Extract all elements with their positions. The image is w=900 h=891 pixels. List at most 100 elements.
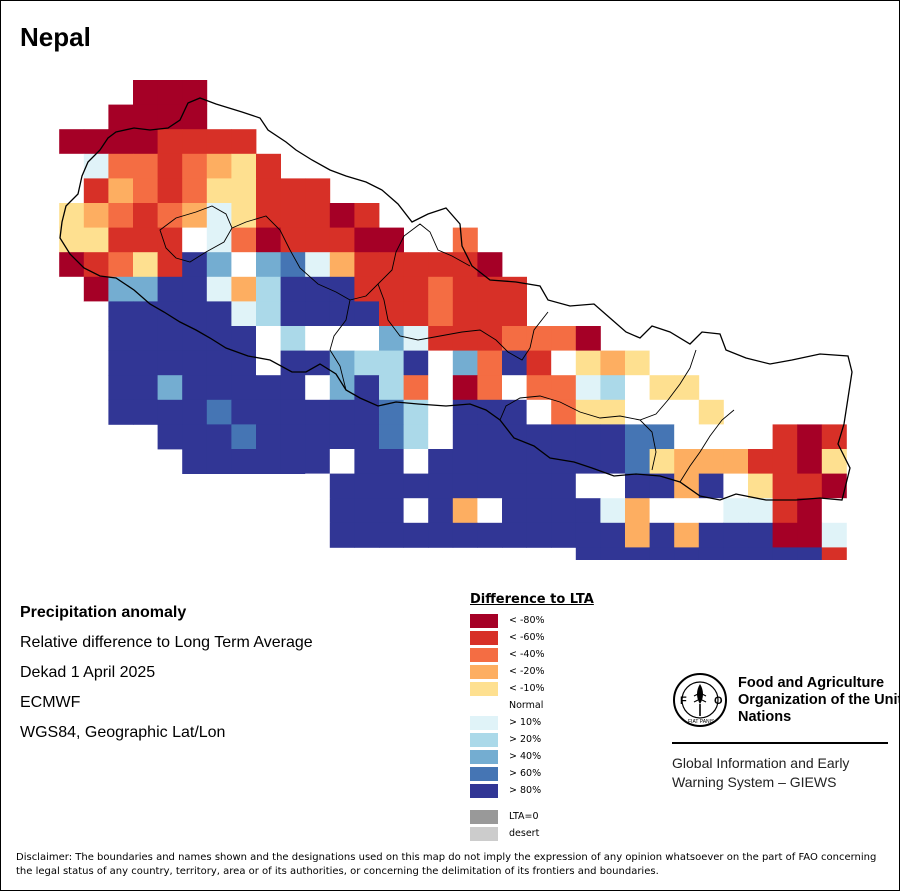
- grid-cell: [305, 326, 331, 351]
- svg-text:FIAT PANIS: FIAT PANIS: [688, 719, 715, 725]
- grid-cell: [133, 276, 158, 302]
- grid-cell: [354, 252, 380, 278]
- legend-items: < -80% < -60% < -40% < -20% < -10% Normal > 10…: [470, 612, 594, 799]
- grid-cell: [428, 375, 454, 401]
- grid-cell: [674, 498, 700, 524]
- grid-cell: [379, 227, 404, 253]
- legend-label: < -10%: [509, 683, 545, 694]
- grid-cell: [157, 153, 183, 179]
- grid-cell: [477, 498, 503, 524]
- grid-cell: [600, 473, 626, 499]
- grid-cell: [59, 227, 85, 253]
- grid-cell: [403, 473, 429, 499]
- grid-cell: [674, 424, 700, 450]
- grid-cell: [133, 350, 158, 376]
- grid-cell: [108, 153, 134, 179]
- grid-cell: [59, 203, 85, 228]
- grid-cell: [305, 252, 331, 278]
- grid-cell: [600, 375, 626, 401]
- grid-cell: [649, 473, 675, 499]
- legend-swatch: [470, 749, 498, 764]
- legend-row: > 60%: [470, 765, 594, 782]
- grid-cell: [797, 473, 823, 499]
- legend-label: > 60%: [509, 768, 542, 779]
- grid-cell: [723, 498, 749, 524]
- grid-cell: [379, 399, 404, 425]
- grid-cell: [206, 449, 232, 474]
- grid-cell: [305, 522, 331, 548]
- grid-cell: [723, 547, 749, 560]
- grid-cell: [182, 399, 208, 425]
- grid-cell: [625, 473, 650, 499]
- grid-cell: [157, 80, 183, 105]
- legend-swatch: [470, 613, 498, 628]
- grid-cell: [354, 399, 380, 425]
- grid-cell: [329, 276, 355, 302]
- grid-cell: [354, 350, 380, 376]
- grid-cell: [206, 178, 232, 204]
- grid-cell: [59, 276, 85, 302]
- legend-row: < -60%: [470, 629, 594, 646]
- grid-cell: [403, 301, 429, 327]
- fao-logo-icon: F O FIAT PANIS: [673, 673, 727, 727]
- grid-cell: [600, 399, 626, 425]
- grid-cell: [452, 473, 478, 499]
- grid-cell: [821, 498, 847, 524]
- grid-cell: [329, 424, 355, 450]
- grid-cell: [329, 522, 355, 548]
- grid-cell: [379, 326, 404, 351]
- legend-swatch: [470, 681, 498, 696]
- grid-cell: [329, 350, 355, 376]
- grid-cell: [502, 350, 527, 376]
- grid-cell: [83, 203, 109, 228]
- grid-cell: [231, 326, 257, 351]
- grid-cell: [821, 473, 847, 499]
- grid-cell: [354, 424, 380, 450]
- grid-cell: [674, 547, 700, 560]
- grid-cell: [157, 399, 183, 425]
- grid-cell: [575, 350, 601, 376]
- grid-cell: [649, 424, 675, 450]
- grid-cell: [280, 375, 306, 401]
- grid-cell: [452, 375, 478, 401]
- grid-cell: [133, 203, 158, 228]
- grid-cell: [256, 350, 281, 376]
- grid-cell: [59, 129, 85, 155]
- grid-cell: [403, 424, 429, 450]
- grid-cell: [600, 522, 626, 548]
- legend-row: < -80%: [470, 612, 594, 629]
- grid-cell: [477, 522, 503, 548]
- info-line2: Dekad 1 April 2025: [20, 664, 156, 681]
- grid-cell: [305, 399, 331, 425]
- grid-cell: [748, 498, 773, 524]
- grid-cell: [502, 375, 527, 401]
- legend-label: LTA=0: [509, 811, 539, 822]
- grid-cell: [772, 547, 798, 560]
- grid-cell: [379, 522, 404, 548]
- grid-cell: [256, 178, 281, 204]
- grid-cell: [133, 227, 158, 253]
- grid-cell: [206, 399, 232, 425]
- grid-cell: [329, 449, 355, 474]
- grid-cell: [206, 203, 232, 228]
- grid-cell: [305, 227, 331, 253]
- grid-cell: [797, 498, 823, 524]
- grid-cell: [698, 473, 724, 499]
- grid-cell: [526, 399, 552, 425]
- anomaly-grid: [59, 80, 847, 560]
- grid-cell: [600, 547, 626, 560]
- grid-cell: [649, 350, 675, 376]
- grid-cell: [157, 424, 183, 450]
- legend-swatch: [470, 826, 498, 841]
- grid-cell: [600, 350, 626, 376]
- grid-cell: [452, 276, 478, 302]
- grid-cell: [625, 350, 650, 376]
- grid-cell: [280, 178, 306, 204]
- grid-cell: [625, 449, 650, 474]
- grid-cell: [403, 276, 429, 302]
- grid-cell: [133, 301, 158, 327]
- anomaly-map: [59, 80, 853, 560]
- grid-cell: [305, 498, 331, 524]
- grid-cell: [59, 153, 85, 179]
- grid-cell: [354, 203, 380, 228]
